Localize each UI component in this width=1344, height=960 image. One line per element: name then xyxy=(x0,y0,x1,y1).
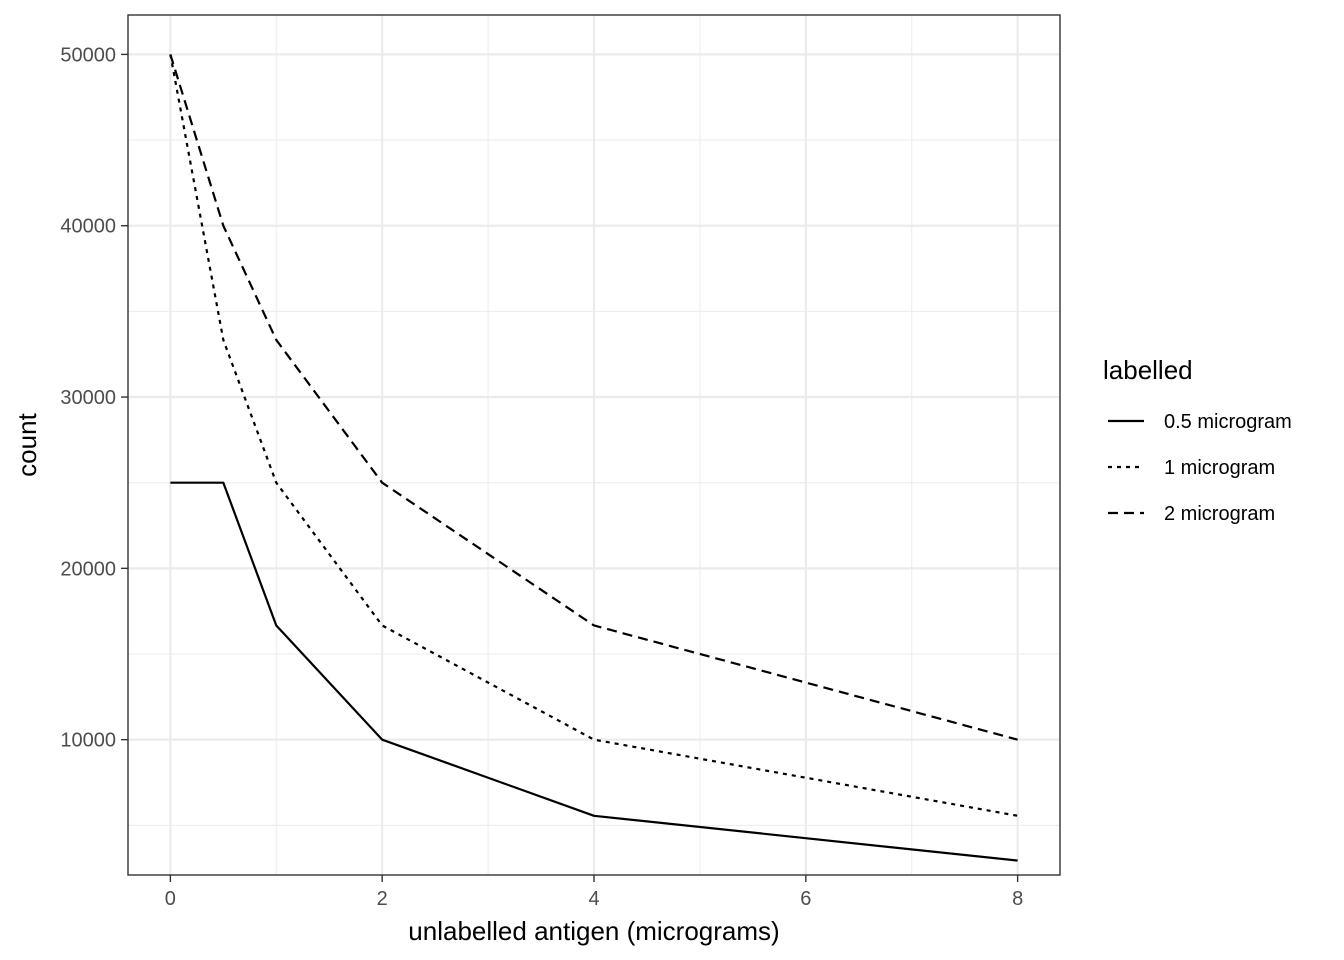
series-line-1 xyxy=(169,54,1018,817)
grid-major xyxy=(128,15,1060,875)
legend: labelled 0.5 microgram 1 microgram 2 micro… xyxy=(1103,355,1292,525)
legend-items: 0.5 microgram 1 microgram 2 microgram xyxy=(1108,411,1292,525)
series-line-0 xyxy=(170,481,1018,862)
y-tick-label: 50000 xyxy=(60,44,116,66)
y-tick-label: 10000 xyxy=(60,730,116,752)
y-tick-label: 30000 xyxy=(60,387,116,409)
legend-label-1: 1 microgram xyxy=(1164,457,1275,479)
legend-title: labelled xyxy=(1103,355,1193,385)
series-lines xyxy=(169,54,1018,862)
series-line-2 xyxy=(169,54,1018,741)
x-axis-title: unlabelled antigen (micrograms) xyxy=(408,916,779,946)
x-tick-label: 0 xyxy=(165,888,176,910)
x-tick-label: 2 xyxy=(377,888,388,910)
legend-label-2: 2 microgram xyxy=(1164,503,1275,525)
y-tick-label: 20000 xyxy=(60,558,116,580)
x-tick-label: 4 xyxy=(588,888,599,910)
y-tick-label: 40000 xyxy=(60,216,116,238)
legend-label-0: 0.5 microgram xyxy=(1164,411,1292,433)
y-axis-ticks: 10000 20000 30000 40000 50000 xyxy=(60,44,128,752)
x-axis-ticks: 0 2 4 6 8 xyxy=(165,875,1023,910)
y-axis-title: count xyxy=(12,412,42,476)
x-tick-label: 8 xyxy=(1012,888,1023,910)
x-tick-label: 6 xyxy=(800,888,811,910)
